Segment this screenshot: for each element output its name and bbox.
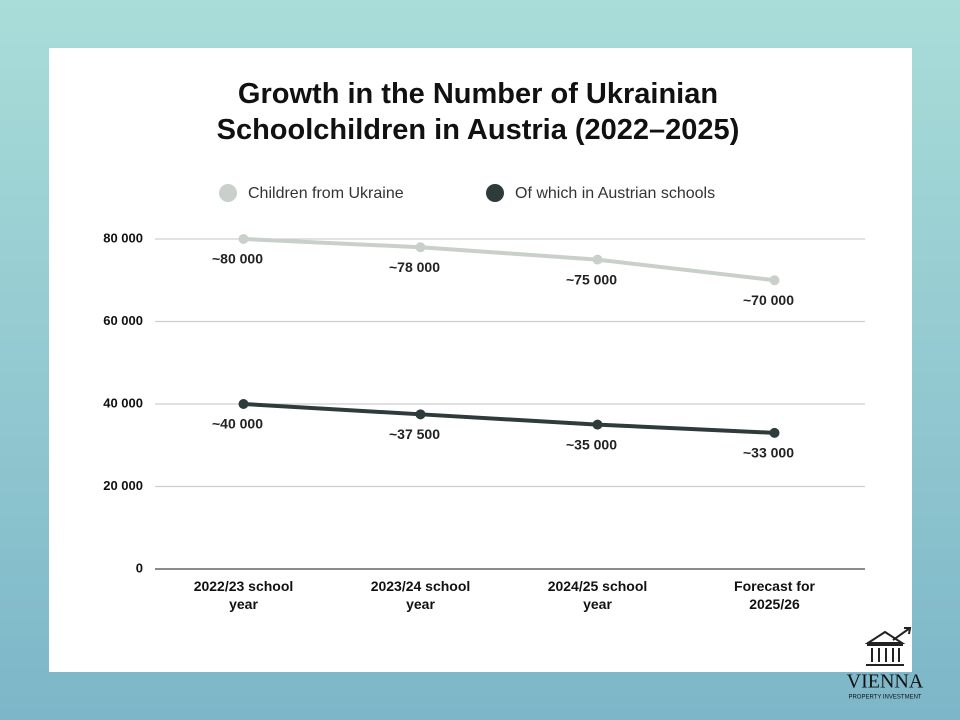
y-tick-label: 80 000 [103,230,143,245]
y-tick-label: 40 000 [103,395,143,410]
data-label: ~35 000 [566,436,617,452]
x-tick-label: 2023/24 school year [370,578,471,612]
data-label: ~80 000 [212,251,263,267]
point [769,275,780,286]
chart-title: Growth in the Number of Ukrainian School… [216,78,740,146]
series-line [243,402,775,435]
series-line [243,237,775,283]
point [238,234,249,244]
y-tick-label: 0 [136,560,143,575]
y-tick-label: 60 000 [103,313,143,328]
data-label: ~33 000 [743,445,794,461]
data-label: ~78 000 [389,259,440,275]
x-tick-label: Forecast for 2025/26 [734,578,815,612]
legend-marker [486,184,504,202]
legend-marker [219,184,237,202]
logo-tagline: PROPERTY INVESTMENT [848,695,921,701]
data-label: ~40 000 [212,416,263,432]
y-tick-label: 20 000 [103,478,143,493]
x-tick-label: 2022/23 school year [193,578,294,612]
data-label: ~37 500 [389,426,440,442]
point [592,419,603,430]
x-tick-label: 2024/25 school year [547,578,648,612]
card [49,48,912,672]
data-label: ~75 000 [566,271,617,287]
logo-icon [864,627,912,666]
data-label: ~70 000 [743,292,794,308]
point [238,399,249,409]
point [415,409,426,420]
legend-label: Of which in Austrian schools [515,185,715,202]
logo-name: VIENNA [847,671,924,693]
legend-label: Children from Ukraine [248,185,404,202]
point [415,242,426,253]
point [769,427,780,438]
point [592,254,603,265]
